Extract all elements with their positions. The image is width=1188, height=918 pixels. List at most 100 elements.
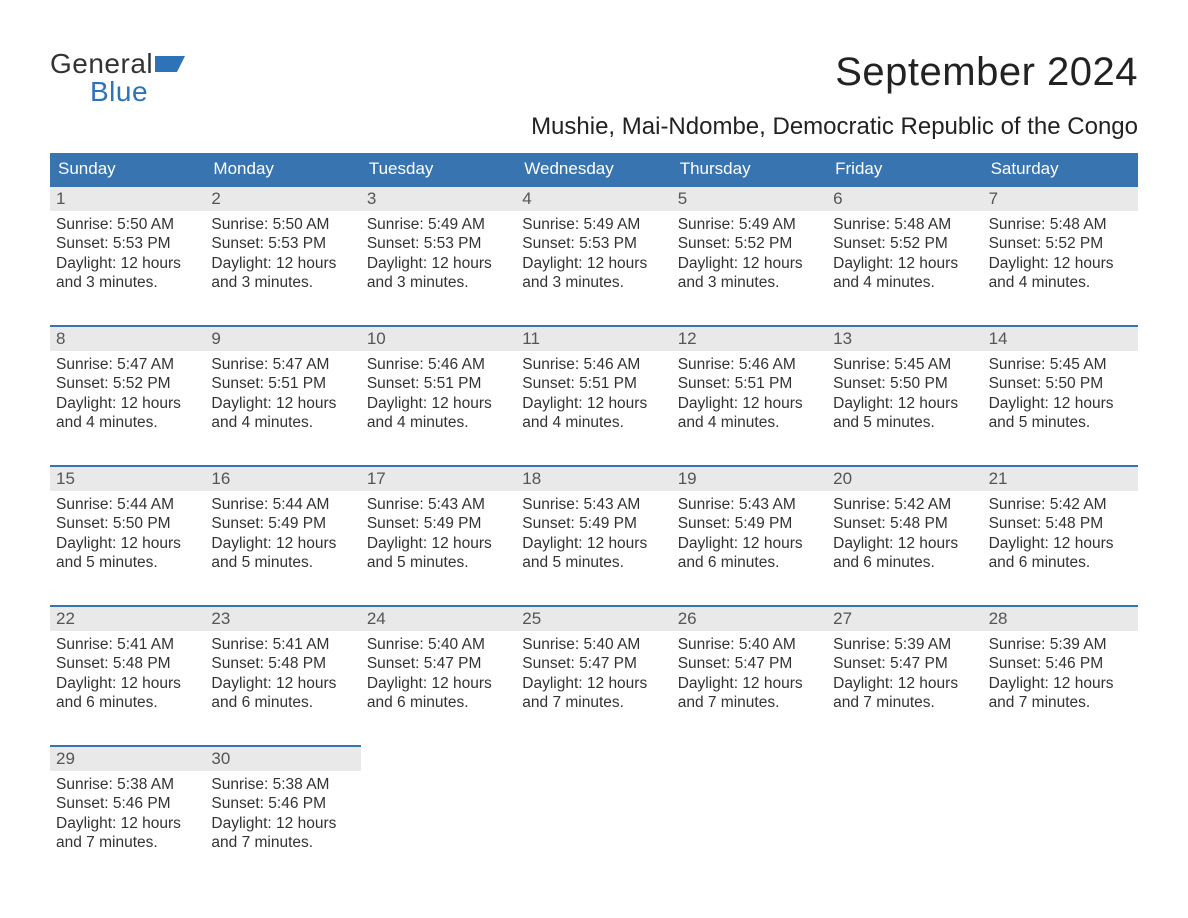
logo-text-blue: Blue	[90, 78, 185, 106]
day-body: Sunrise: 5:38 AMSunset: 5:46 PMDaylight:…	[50, 771, 205, 859]
day-sunset: Sunset: 5:48 PM	[211, 654, 354, 673]
day-number: 3	[361, 187, 516, 211]
day-cell: 21Sunrise: 5:42 AMSunset: 5:48 PMDayligh…	[983, 465, 1138, 593]
day-number: 30	[205, 747, 360, 771]
day-daylight: Daylight: 12 hours and 6 minutes.	[56, 674, 199, 713]
day-sunrise: Sunrise: 5:40 AM	[367, 635, 510, 654]
day-number: 5	[672, 187, 827, 211]
day-cell: 11Sunrise: 5:46 AMSunset: 5:51 PMDayligh…	[516, 325, 671, 453]
day-body: Sunrise: 5:44 AMSunset: 5:50 PMDaylight:…	[50, 491, 205, 579]
day-number: 29	[50, 747, 205, 771]
day-number: 19	[672, 467, 827, 491]
day-sunset: Sunset: 5:47 PM	[678, 654, 821, 673]
day-sunset: Sunset: 5:51 PM	[678, 374, 821, 393]
day-cell: 9Sunrise: 5:47 AMSunset: 5:51 PMDaylight…	[205, 325, 360, 453]
month-title: September 2024	[531, 50, 1138, 95]
day-number: 17	[361, 467, 516, 491]
day-sunrise: Sunrise: 5:40 AM	[522, 635, 665, 654]
day-sunset: Sunset: 5:46 PM	[56, 794, 199, 813]
day-cell	[983, 745, 1138, 873]
day-sunset: Sunset: 5:51 PM	[211, 374, 354, 393]
dow-header: Sunday	[50, 153, 205, 185]
day-sunrise: Sunrise: 5:48 AM	[833, 215, 976, 234]
day-cell: 24Sunrise: 5:40 AMSunset: 5:47 PMDayligh…	[361, 605, 516, 733]
day-cell: 17Sunrise: 5:43 AMSunset: 5:49 PMDayligh…	[361, 465, 516, 593]
day-cell: 14Sunrise: 5:45 AMSunset: 5:50 PMDayligh…	[983, 325, 1138, 453]
day-number: 23	[205, 607, 360, 631]
week-separator	[50, 453, 1138, 465]
day-number: 28	[983, 607, 1138, 631]
day-body: Sunrise: 5:48 AMSunset: 5:52 PMDaylight:…	[983, 211, 1138, 299]
day-cell: 18Sunrise: 5:43 AMSunset: 5:49 PMDayligh…	[516, 465, 671, 593]
day-daylight: Daylight: 12 hours and 5 minutes.	[522, 534, 665, 573]
day-sunset: Sunset: 5:49 PM	[678, 514, 821, 533]
day-number: 13	[827, 327, 982, 351]
day-sunset: Sunset: 5:49 PM	[367, 514, 510, 533]
day-number: 26	[672, 607, 827, 631]
day-daylight: Daylight: 12 hours and 3 minutes.	[522, 254, 665, 293]
day-number: 11	[516, 327, 671, 351]
day-daylight: Daylight: 12 hours and 4 minutes.	[833, 254, 976, 293]
day-cell: 13Sunrise: 5:45 AMSunset: 5:50 PMDayligh…	[827, 325, 982, 453]
day-sunset: Sunset: 5:53 PM	[211, 234, 354, 253]
logo-line1: General	[50, 50, 185, 78]
day-sunrise: Sunrise: 5:46 AM	[678, 355, 821, 374]
day-sunset: Sunset: 5:52 PM	[56, 374, 199, 393]
day-sunrise: Sunrise: 5:50 AM	[211, 215, 354, 234]
day-sunrise: Sunrise: 5:46 AM	[522, 355, 665, 374]
dow-header: Friday	[827, 153, 982, 185]
day-cell: 29Sunrise: 5:38 AMSunset: 5:46 PMDayligh…	[50, 745, 205, 873]
day-daylight: Daylight: 12 hours and 5 minutes.	[367, 534, 510, 573]
day-daylight: Daylight: 12 hours and 7 minutes.	[989, 674, 1132, 713]
day-daylight: Daylight: 12 hours and 3 minutes.	[56, 254, 199, 293]
day-sunset: Sunset: 5:51 PM	[367, 374, 510, 393]
day-sunrise: Sunrise: 5:43 AM	[522, 495, 665, 514]
day-cell	[827, 745, 982, 873]
day-sunrise: Sunrise: 5:44 AM	[56, 495, 199, 514]
day-body: Sunrise: 5:46 AMSunset: 5:51 PMDaylight:…	[672, 351, 827, 439]
day-sunset: Sunset: 5:46 PM	[989, 654, 1132, 673]
week-separator	[50, 313, 1138, 325]
day-daylight: Daylight: 12 hours and 4 minutes.	[56, 394, 199, 433]
day-body: Sunrise: 5:46 AMSunset: 5:51 PMDaylight:…	[516, 351, 671, 439]
day-cell	[361, 745, 516, 873]
day-body: Sunrise: 5:39 AMSunset: 5:46 PMDaylight:…	[983, 631, 1138, 719]
day-body: Sunrise: 5:48 AMSunset: 5:52 PMDaylight:…	[827, 211, 982, 299]
day-body: Sunrise: 5:43 AMSunset: 5:49 PMDaylight:…	[361, 491, 516, 579]
day-cell: 16Sunrise: 5:44 AMSunset: 5:49 PMDayligh…	[205, 465, 360, 593]
day-body: Sunrise: 5:50 AMSunset: 5:53 PMDaylight:…	[205, 211, 360, 299]
day-sunset: Sunset: 5:48 PM	[833, 514, 976, 533]
day-daylight: Daylight: 12 hours and 4 minutes.	[211, 394, 354, 433]
day-body: Sunrise: 5:49 AMSunset: 5:53 PMDaylight:…	[516, 211, 671, 299]
day-body: Sunrise: 5:42 AMSunset: 5:48 PMDaylight:…	[827, 491, 982, 579]
day-sunrise: Sunrise: 5:41 AM	[211, 635, 354, 654]
day-daylight: Daylight: 12 hours and 4 minutes.	[678, 394, 821, 433]
week-separator	[50, 593, 1138, 605]
day-body: Sunrise: 5:47 AMSunset: 5:52 PMDaylight:…	[50, 351, 205, 439]
day-cell: 3Sunrise: 5:49 AMSunset: 5:53 PMDaylight…	[361, 185, 516, 313]
day-number: 1	[50, 187, 205, 211]
header: General Blue September 2024 Mushie, Mai-…	[50, 50, 1138, 141]
day-cell: 25Sunrise: 5:40 AMSunset: 5:47 PMDayligh…	[516, 605, 671, 733]
day-sunset: Sunset: 5:50 PM	[56, 514, 199, 533]
day-daylight: Daylight: 12 hours and 4 minutes.	[522, 394, 665, 433]
day-body: Sunrise: 5:50 AMSunset: 5:53 PMDaylight:…	[50, 211, 205, 299]
day-sunset: Sunset: 5:47 PM	[522, 654, 665, 673]
day-daylight: Daylight: 12 hours and 5 minutes.	[211, 534, 354, 573]
day-number: 16	[205, 467, 360, 491]
day-daylight: Daylight: 12 hours and 5 minutes.	[833, 394, 976, 433]
day-daylight: Daylight: 12 hours and 7 minutes.	[211, 814, 354, 853]
day-sunset: Sunset: 5:52 PM	[833, 234, 976, 253]
dow-header: Saturday	[983, 153, 1138, 185]
dow-header: Thursday	[672, 153, 827, 185]
day-sunset: Sunset: 5:46 PM	[211, 794, 354, 813]
day-daylight: Daylight: 12 hours and 7 minutes.	[522, 674, 665, 713]
day-body: Sunrise: 5:39 AMSunset: 5:47 PMDaylight:…	[827, 631, 982, 719]
day-number: 14	[983, 327, 1138, 351]
day-sunrise: Sunrise: 5:43 AM	[678, 495, 821, 514]
day-body: Sunrise: 5:41 AMSunset: 5:48 PMDaylight:…	[205, 631, 360, 719]
day-body: Sunrise: 5:47 AMSunset: 5:51 PMDaylight:…	[205, 351, 360, 439]
day-number: 22	[50, 607, 205, 631]
day-body: Sunrise: 5:40 AMSunset: 5:47 PMDaylight:…	[672, 631, 827, 719]
day-cell: 28Sunrise: 5:39 AMSunset: 5:46 PMDayligh…	[983, 605, 1138, 733]
